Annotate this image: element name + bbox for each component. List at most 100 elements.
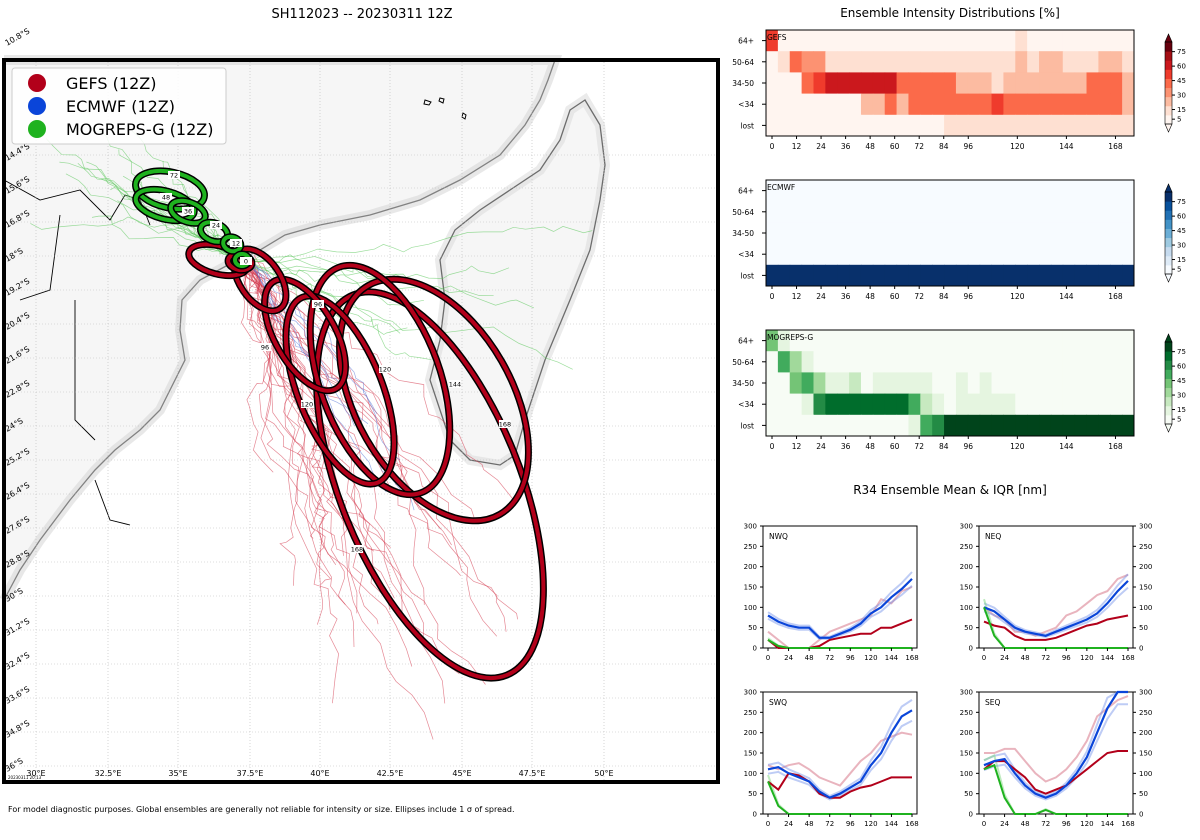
heatmap-cell — [944, 51, 957, 73]
heatmap-cell — [813, 372, 826, 395]
colorbar-step — [1165, 78, 1172, 89]
heatmap-cell — [920, 351, 933, 373]
heatmap-cell — [801, 414, 814, 437]
heatmap-cell — [825, 351, 838, 373]
heatmap-cell — [1050, 330, 1064, 352]
heatmap-cell — [884, 201, 898, 223]
colorbar-step — [1165, 60, 1172, 70]
y-tick-label: 150 — [1139, 584, 1152, 592]
y-tick-label: 0 — [969, 645, 973, 653]
heatmap-cell — [920, 201, 933, 223]
x-tick-label: 24 — [1000, 654, 1009, 662]
heatmap-cell — [920, 93, 933, 116]
x-tick-label: 168 — [1108, 292, 1123, 301]
heatmap-cell — [1086, 351, 1099, 373]
ecmwf-iqr-line — [983, 703, 1128, 801]
comoros-islands — [423, 97, 467, 120]
heatmap-cell — [884, 51, 898, 73]
heatmap-cell — [967, 393, 981, 416]
colorbar-step — [1165, 114, 1172, 125]
lon-label: 50°E — [594, 769, 613, 778]
heatmap-cell — [1110, 393, 1123, 416]
y-tick-label: 50 — [748, 790, 757, 798]
lon-label: 37.5°E — [237, 769, 264, 778]
x-tick-label: 120 — [1080, 820, 1093, 828]
y-tick-label: 100 — [744, 604, 757, 612]
track-line — [249, 259, 387, 493]
heatmap-cell — [1098, 180, 1111, 202]
heatmap-cell — [896, 243, 909, 266]
heatmap-cell — [860, 414, 874, 437]
heatmap-cell — [896, 264, 909, 287]
heatmap-cell — [896, 180, 909, 202]
y-tick-label: 100 — [960, 770, 973, 778]
colorbar-step — [1165, 387, 1172, 398]
heatmap-cell — [1110, 264, 1123, 287]
heatmap-cell — [1122, 330, 1135, 352]
heatmap-cell — [1098, 30, 1111, 52]
heatmap-cell — [837, 243, 850, 266]
heatmap-cell — [1062, 243, 1076, 266]
x-tick-label: 72 — [825, 820, 834, 828]
y-tick-label: 200 — [1139, 729, 1152, 737]
ellipse-label-bg — [230, 239, 242, 247]
heatmap-cell — [908, 222, 921, 245]
heatmap-cell — [837, 72, 850, 95]
heatmap-cell — [777, 393, 791, 416]
colorbar-tick-label: 30 — [1177, 242, 1186, 250]
ellipse-label-bg — [312, 300, 324, 308]
heatmap-cell — [872, 414, 886, 437]
ellipse-label: 144 — [449, 381, 461, 389]
heatmap-cell — [944, 372, 957, 395]
row-label: 64+ — [738, 37, 754, 46]
heatmap-cell — [944, 243, 957, 266]
heatmap-cell — [849, 243, 862, 266]
heatmap-cell — [766, 93, 779, 116]
heatmap-cell — [1015, 243, 1028, 266]
heatmap-cell — [1062, 180, 1076, 202]
heatmap-cell — [884, 30, 898, 52]
heatmap-cell — [837, 330, 850, 352]
heatmap-cell — [1027, 393, 1040, 416]
x-tick-label: 12 — [792, 442, 802, 451]
row-label: <34 — [738, 400, 754, 409]
colorbar-tick-label: 5 — [1177, 116, 1181, 124]
heatmap-cell — [1015, 51, 1028, 73]
heatmap-cell — [837, 180, 850, 202]
x-tick-label: 144 — [1101, 654, 1115, 662]
heatmap-cell — [1050, 351, 1064, 373]
heatmap-cell — [872, 30, 886, 52]
heatmap-cell — [1015, 414, 1028, 437]
heatmap-cell — [766, 372, 779, 395]
heatmap-cell — [801, 351, 814, 373]
ellipse-label: 120 — [301, 401, 313, 409]
row-label: 50-64 — [732, 358, 754, 367]
heatmap-cell — [825, 330, 838, 352]
heatmap-cell — [932, 264, 945, 287]
heatmap-cell — [955, 264, 969, 287]
heatmap-cell — [825, 51, 838, 73]
ecmwf-iqr-line — [767, 699, 913, 798]
ellipse-label-bg — [499, 420, 511, 428]
heatmap-cell — [789, 243, 803, 266]
heatmap-cell — [801, 180, 814, 202]
ellipse-label: 72 — [170, 172, 178, 180]
colorbar-arrow-bottom — [1164, 123, 1173, 133]
heatmap-cell — [884, 330, 898, 352]
heatmap-cell — [896, 93, 909, 116]
x-tick-label: 24 — [816, 292, 826, 301]
x-tick-label: 12 — [792, 142, 802, 151]
x-tick-label: 0 — [766, 820, 770, 828]
heatmap-cell — [884, 264, 898, 287]
heatmap-cell — [1074, 264, 1088, 287]
x-tick-label: 72 — [825, 654, 834, 662]
y-tick-label: 0 — [1139, 811, 1143, 819]
heatmap-cell — [801, 393, 814, 416]
heatmap-cell — [849, 51, 862, 73]
heatmap-cell — [920, 264, 933, 287]
heatmap-cell — [979, 51, 993, 73]
x-tick-label: 48 — [865, 292, 875, 301]
heatmap-cell — [1050, 30, 1064, 52]
